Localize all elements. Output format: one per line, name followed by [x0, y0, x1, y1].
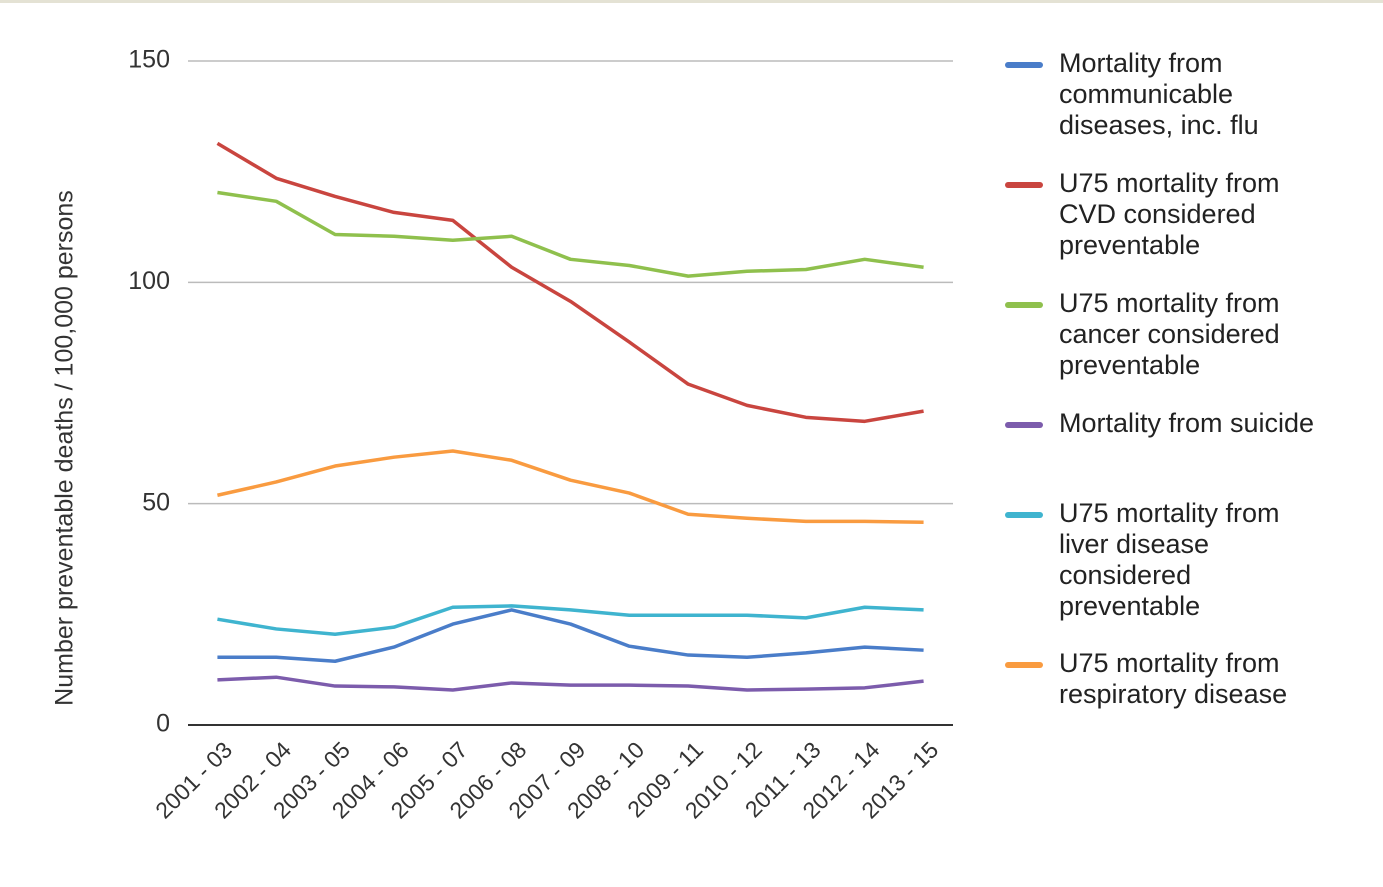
legend-item: Mortality from suicide [1005, 408, 1335, 439]
line-series [216, 141, 924, 424]
legend-item: U75 mortality from cancer considered pre… [1005, 288, 1335, 381]
y-tick-label: 150 [128, 46, 170, 74]
legend-swatch [1005, 422, 1043, 428]
line-series [217, 604, 924, 637]
legend-label: Mortality from communicable diseases, in… [1059, 48, 1259, 140]
y-tick-label: 50 [142, 488, 170, 516]
legend-swatch [1005, 302, 1043, 308]
legend-label: U75 mortality from cancer considered pre… [1059, 288, 1280, 380]
y-tick-label: 100 [128, 267, 170, 295]
legend-label: U75 mortality from CVD considered preven… [1059, 168, 1280, 260]
line-series [217, 449, 924, 525]
chart: Number preventable deaths / 100,000 pers… [51, 46, 953, 824]
legend-swatch [1005, 662, 1043, 668]
legend-label: Mortality from suicide [1059, 408, 1315, 438]
y-axis-label: Number preventable deaths / 100,000 pers… [51, 190, 79, 706]
legend-label: U75 mortality from liver disease conside… [1059, 498, 1280, 621]
legend-item: U75 mortality from liver disease conside… [1005, 498, 1335, 622]
line-series [217, 190, 924, 278]
legend-label: U75 mortality from respiratory disease [1059, 648, 1288, 709]
legend-swatch [1005, 182, 1043, 188]
legend-swatch [1005, 62, 1043, 68]
legend-item: Mortality from communicable diseases, in… [1005, 48, 1335, 141]
legend-item: U75 mortality from respiratory disease [1005, 648, 1335, 710]
line-series [217, 675, 924, 692]
y-tick-label: 0 [156, 710, 170, 738]
line-series [217, 608, 924, 664]
legend-item: U75 mortality from CVD considered preven… [1005, 168, 1335, 261]
legend-swatch [1005, 512, 1043, 518]
